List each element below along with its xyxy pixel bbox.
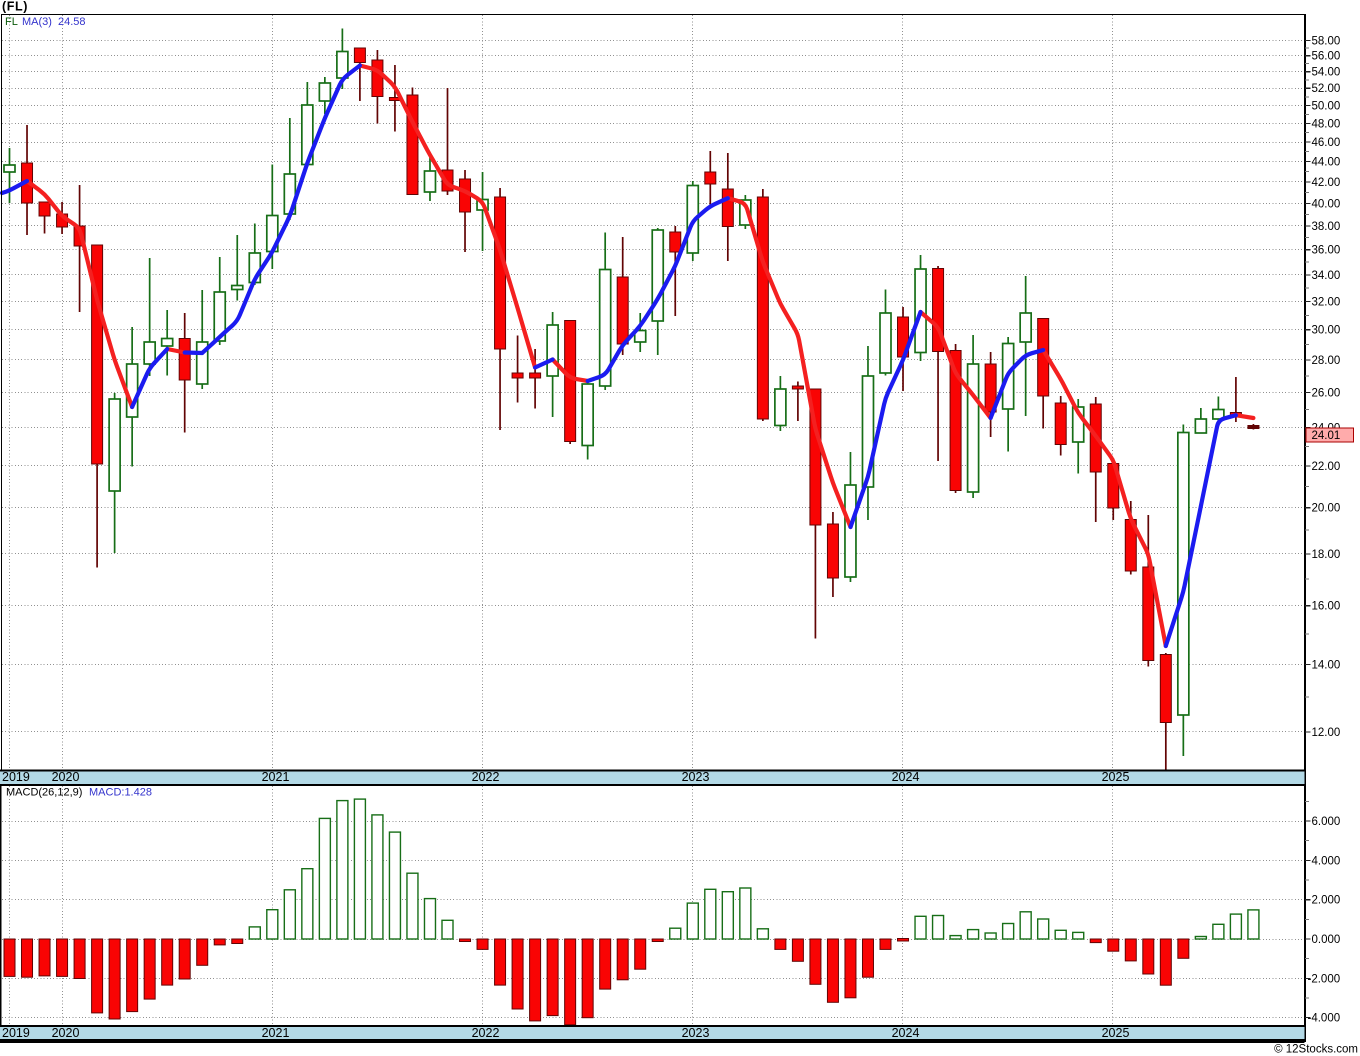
svg-text:2019: 2019 (2, 770, 30, 784)
svg-text:2024: 2024 (892, 770, 920, 784)
svg-text:(FL): (FL) (2, 0, 28, 14)
svg-text:2021: 2021 (262, 1026, 290, 1040)
svg-text:14.00: 14.00 (1312, 659, 1341, 671)
svg-text:4.000: 4.000 (1312, 855, 1341, 867)
svg-text:58.00: 58.00 (1312, 35, 1341, 47)
svg-text:24.01: 24.01 (1312, 430, 1341, 442)
svg-text:2025: 2025 (1102, 1026, 1130, 1040)
svg-text:26.00: 26.00 (1312, 388, 1341, 400)
svg-text:MACD(26,12,9): MACD(26,12,9) (6, 787, 82, 799)
svg-text:MACD:1.428: MACD:1.428 (89, 787, 152, 799)
svg-text:-4.000: -4.000 (1308, 1013, 1341, 1025)
svg-text:32.00: 32.00 (1312, 296, 1341, 308)
svg-text:50.00: 50.00 (1312, 101, 1341, 113)
svg-text:MA(3): MA(3) (22, 16, 52, 28)
svg-text:24.58: 24.58 (58, 16, 86, 28)
svg-text:48.00: 48.00 (1312, 118, 1341, 130)
svg-text:2019: 2019 (2, 1026, 30, 1040)
svg-text:22.00: 22.00 (1312, 461, 1341, 473)
svg-text:-2.000: -2.000 (1308, 973, 1341, 985)
svg-text:2020: 2020 (52, 1026, 80, 1040)
svg-text:40.00: 40.00 (1312, 198, 1341, 210)
svg-text:20.00: 20.00 (1312, 503, 1341, 515)
svg-text:FL: FL (5, 16, 18, 28)
svg-text:2023: 2023 (682, 770, 710, 784)
svg-text:6.000: 6.000 (1312, 816, 1341, 828)
svg-text:© 12Stocks.com: © 12Stocks.com (1274, 1044, 1358, 1056)
svg-text:2.000: 2.000 (1312, 895, 1341, 907)
svg-text:28.00: 28.00 (1312, 355, 1341, 367)
svg-text:34.00: 34.00 (1312, 270, 1341, 282)
svg-text:2023: 2023 (682, 1026, 710, 1040)
svg-text:2022: 2022 (472, 770, 500, 784)
svg-text:16.00: 16.00 (1312, 601, 1341, 613)
svg-text:38.00: 38.00 (1312, 221, 1341, 233)
svg-text:2021: 2021 (262, 770, 290, 784)
svg-text:56.00: 56.00 (1312, 51, 1341, 63)
svg-text:2020: 2020 (52, 770, 80, 784)
svg-text:46.00: 46.00 (1312, 137, 1341, 149)
svg-text:2025: 2025 (1102, 770, 1130, 784)
svg-text:52.00: 52.00 (1312, 83, 1341, 95)
svg-text:18.00: 18.00 (1312, 549, 1341, 561)
svg-text:2024: 2024 (892, 1026, 920, 1040)
svg-text:42.00: 42.00 (1312, 177, 1341, 189)
svg-text:30.00: 30.00 (1312, 325, 1341, 337)
svg-text:0.000: 0.000 (1312, 934, 1341, 946)
svg-text:54.00: 54.00 (1312, 67, 1341, 79)
svg-text:44.00: 44.00 (1312, 157, 1341, 169)
svg-text:36.00: 36.00 (1312, 245, 1341, 257)
svg-text:2022: 2022 (472, 1026, 500, 1040)
svg-text:12.00: 12.00 (1312, 727, 1341, 739)
